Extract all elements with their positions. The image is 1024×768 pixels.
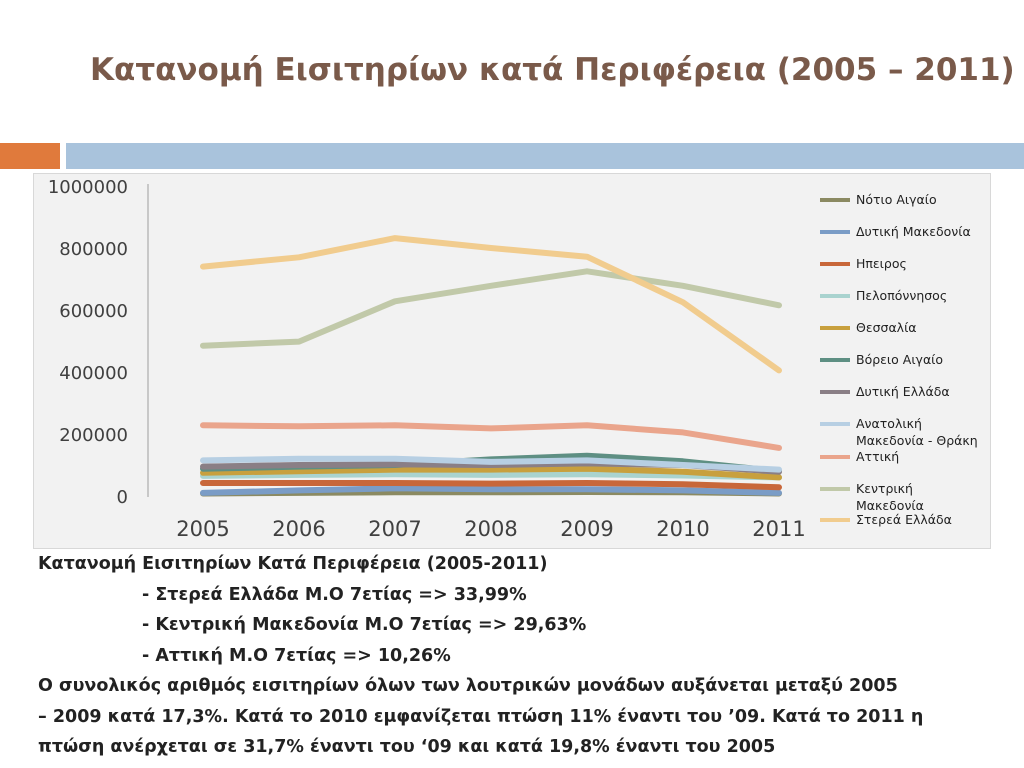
slide-title: Κατανομή Εισιτηρίων κατά Περιφέρεια (200… [90, 52, 1015, 88]
notes-heading: Κατανομή Εισιτηρίων Κατά Περιφέρεια (200… [38, 554, 548, 574]
x-tick-label: 2006 [272, 517, 325, 541]
notes-bullet: - Αττική Μ.Ο 7ετίας => 10,26% [142, 645, 451, 666]
x-tick-label: 2007 [368, 517, 421, 541]
notes-bullet: - Κεντρική Μακεδονία Μ.Ο 7ετίας => 29,63… [142, 615, 587, 635]
series-line [200, 480, 782, 491]
series-line [200, 422, 782, 451]
legend-label: Κεντρική Μακεδονία [856, 481, 924, 513]
x-tick-label: 2010 [656, 517, 709, 541]
x-tick-label: 2009 [560, 517, 613, 541]
legend-label: Νότιο Αιγαίο [856, 192, 937, 207]
notes-paragraph-line: πτώση ανέρχεται σε 31,7% έναντι του ‘09 … [38, 737, 776, 757]
notes: Κατανομή Εισιτηρίων Κατά Περιφέρεια (200… [38, 549, 998, 763]
series-line [200, 235, 782, 374]
legend-label: Θεσσαλία [856, 320, 917, 335]
legend-label: Πελοπόννησος [856, 288, 947, 303]
series-line [200, 471, 782, 481]
notes-paragraph-line: Ο συνολικός αριθμός εισιτηρίων όλων των … [38, 676, 898, 696]
series-line [200, 485, 782, 496]
accent-bar-orange [0, 143, 60, 169]
legend-label: Βόρειο Αιγαίο [856, 352, 943, 367]
series-line [200, 465, 782, 481]
accent-bar-blue [66, 143, 1024, 169]
y-tick-label: 400000 [59, 363, 128, 384]
y-tick-label: 200000 [59, 425, 128, 446]
notes-paragraph-line: – 2009 κατά 17,3%. Κατά το 2010 εμφανίζε… [38, 706, 924, 727]
x-tick-label: 2011 [752, 517, 805, 541]
y-tick-label: 1000000 [48, 177, 128, 198]
notes-bullet: - Στερεά Ελλάδα Μ.Ο 7ετίας => 33,99% [142, 584, 527, 605]
x-tick-label: 2008 [464, 517, 517, 541]
legend-label: Αττική [856, 449, 899, 464]
line-chart: 0 200000 400000 600000 800000 1000000 2005 200… [48, 177, 978, 541]
legend-label: Στερεά Ελλάδα [856, 512, 952, 527]
series-line [200, 455, 782, 473]
legend-label: Ηπειρος [856, 256, 907, 271]
series-line [200, 268, 782, 349]
x-tick-label: 2005 [176, 517, 229, 541]
y-tick-label: 800000 [59, 239, 128, 260]
legend-label: Ανατολική Μακεδονία - Θράκη [856, 416, 978, 448]
legend-label: Δυτική Ελλάδα [856, 384, 950, 399]
legend-label: Δυτική Μακεδονία [856, 224, 971, 239]
y-tick-label: 0 [117, 487, 128, 508]
y-tick-label: 600000 [59, 301, 128, 322]
